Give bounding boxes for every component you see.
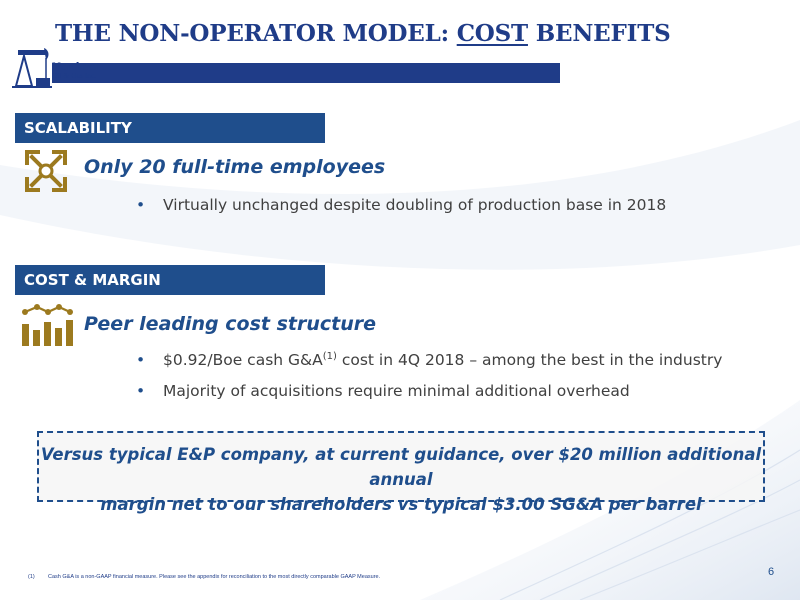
bar-chart-trend-icon: [22, 304, 73, 346]
cost-structure-heading: Peer leading cost structure: [84, 313, 376, 335]
bullet-dot: •: [136, 351, 146, 370]
scalability-heading: Only 20 full-time employees: [84, 156, 386, 178]
callout-line-2: margin net to our shareholders vs typica…: [100, 495, 702, 514]
bullet-dot: •: [136, 196, 146, 214]
bullet-item: • Virtually unchanged despite doubling of…: [136, 196, 667, 214]
callout-line-1: Versus typical E&P company, at current g…: [40, 445, 762, 489]
footnote: (1) Cash G&A is a non-GAAP financial meas…: [28, 574, 380, 580]
title-underlined-word: COST: [456, 20, 528, 47]
page-number: 6: [768, 566, 775, 578]
bullet-item: • $0.92/Boe cash G&A(1) cost in 4Q 2018 –…: [136, 351, 723, 370]
footnote-reference: (1): [322, 351, 337, 362]
expand-arrows-icon: [25, 150, 67, 192]
footnote-number: (1): [28, 574, 35, 580]
slide-title: THE NON-OPERATOR MODEL: COST BENEFITS: [55, 20, 671, 47]
title-underline-bar: [14, 63, 560, 83]
bullet-dot: •: [136, 382, 146, 400]
bullet-item: • Majority of acquisitions require minima…: [136, 382, 630, 400]
company-logo-text: Northern Oil & Gas Inc.: [52, 60, 100, 80]
section-bar-cost-margin: COST & MARGIN: [15, 265, 325, 295]
section-bar-scalability: SCALABILITY: [15, 113, 325, 143]
footnote-text: Cash G&A is a non-GAAP financial measure…: [48, 574, 381, 580]
callout-box: Versus typical E&P company, at current g…: [37, 431, 765, 514]
logo-line-1: Northern: [52, 59, 100, 73]
pumpjack-logo-icon: [10, 42, 52, 88]
logo-line-2: Oil & Gas Inc.: [52, 71, 97, 80]
